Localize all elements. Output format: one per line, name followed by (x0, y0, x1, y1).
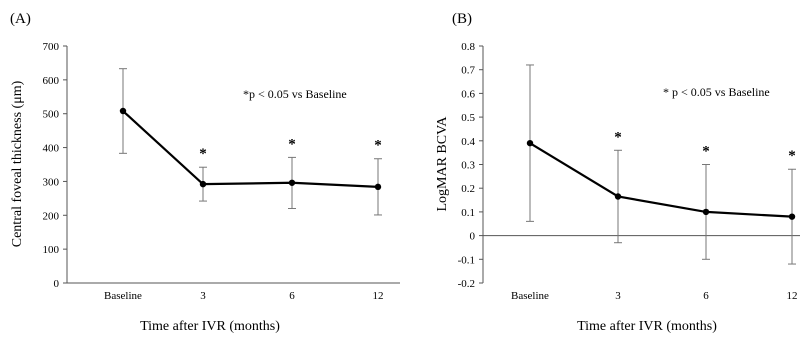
y-tick-label: 0.7 (461, 65, 475, 77)
y-tick-label: 700 (43, 41, 60, 53)
significance-star: * (374, 138, 382, 154)
y-tick-label: 0.2 (461, 183, 475, 195)
data-point (526, 139, 534, 147)
panel-label: (B) (452, 11, 472, 27)
x-tick-label: 6 (289, 290, 295, 302)
data-point (788, 213, 796, 220)
data-point (374, 183, 382, 191)
y-axis-title: LogMAR BCVA (435, 116, 450, 212)
y-tick-label: 500 (43, 109, 60, 121)
y-tick-label: 200 (43, 210, 60, 222)
y-tick-label: 0.1 (461, 207, 475, 219)
y-tick-label: 600 (43, 75, 60, 87)
y-tick-label: 0 (54, 278, 60, 290)
x-axis-title: Time after IVR (months) (577, 319, 717, 334)
y-tick-label: 0.3 (461, 160, 475, 172)
y-axis-title: Central foveal thickness (μm) (10, 80, 25, 247)
y-tick-label: 100 (43, 244, 60, 256)
data-point (199, 180, 207, 188)
data-point (119, 107, 127, 115)
series-line (122, 110, 379, 188)
panel-label: (A) (10, 11, 31, 27)
significance-note: *p < 0.05 vs Baseline (243, 87, 347, 101)
y-tick-label: 0.4 (461, 136, 475, 148)
x-tick-label: 12 (787, 290, 798, 302)
data-point (614, 193, 622, 200)
x-tick-label: Baseline (104, 290, 142, 302)
x-tick-label: 3 (200, 290, 206, 302)
y-tick-label: 0.6 (461, 88, 475, 100)
y-tick-label: 400 (43, 143, 60, 155)
data-point (702, 208, 710, 216)
x-tick-label: 6 (703, 290, 709, 302)
panel-a: (A) Time after IVR (months) Central fove… (10, 11, 400, 334)
data-point (288, 179, 296, 186)
y-tick-label: 0 (470, 231, 476, 243)
significance-note: * p < 0.05 vs Baseline (663, 85, 770, 99)
x-tick-label: Baseline (511, 290, 549, 302)
x-axis-title: Time after IVR (months) (140, 319, 280, 334)
significance-star: * (288, 136, 296, 152)
x-tick-label: 3 (615, 290, 621, 302)
plot-area: -0.2 -0.1 0 0.1 0.2 0.3 0.4 0.5 0.6 0.7 0.8 Baselin… (458, 41, 800, 302)
significance-star: * (614, 129, 622, 145)
y-tick-label: -0.2 (458, 278, 475, 290)
y-tick-label: 0.8 (461, 41, 475, 53)
y-tick-label: -0.1 (458, 254, 475, 266)
significance-star: * (702, 144, 710, 160)
x-tick-label: 12 (373, 290, 384, 302)
panel-b: (B) Time after IVR (months) LogMAR BCVA … (435, 11, 800, 334)
significance-star: * (199, 146, 207, 162)
significance-star: * (788, 148, 796, 164)
plot-area: 0 100 200 300 400 500 600 700 Baseline 3 6 12 * * * (43, 41, 400, 302)
y-tick-label: 0.5 (461, 112, 475, 124)
y-tick-label: 300 (43, 176, 60, 188)
series-line (529, 142, 793, 218)
